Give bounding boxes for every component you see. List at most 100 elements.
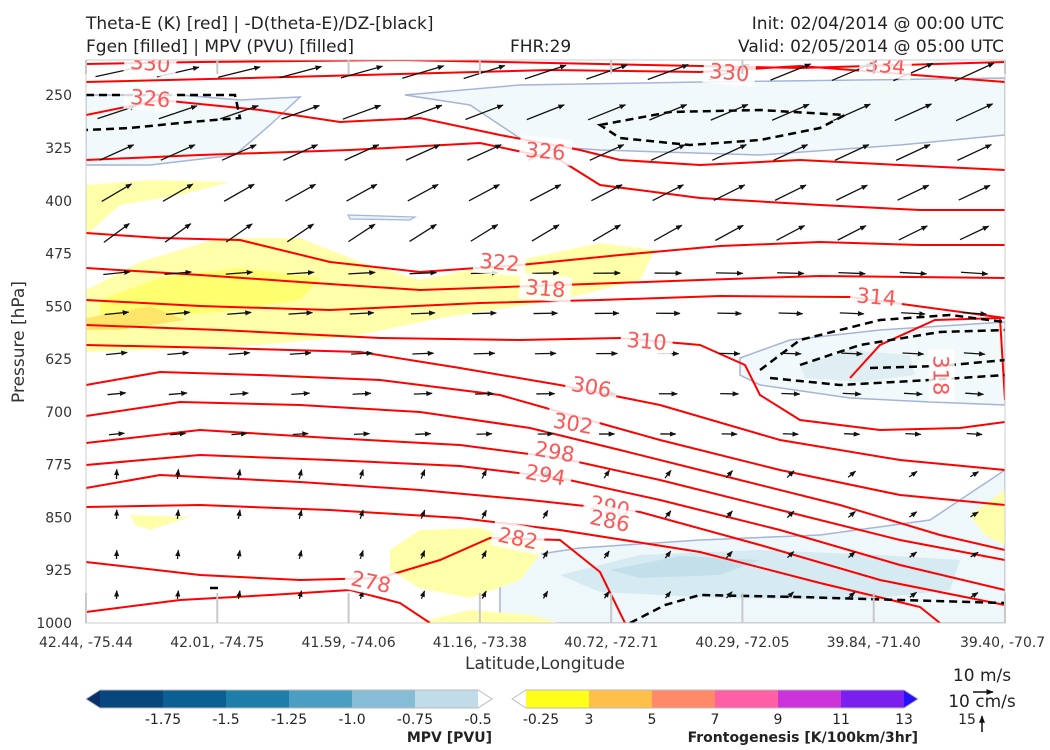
chart-title-line1: Theta-E (K) [red] | -D(theta-E)/DZ-[blac… — [86, 14, 434, 34]
wind-vector — [715, 224, 744, 242]
wind-vector — [349, 310, 375, 316]
wind-vector — [106, 350, 128, 356]
y-tick-label: 925 — [45, 563, 72, 579]
wind-vector — [353, 431, 371, 437]
wind-vector — [466, 144, 502, 161]
colorbar-extend-high — [478, 690, 492, 708]
wind-vector — [836, 184, 868, 201]
wind-vector — [108, 431, 125, 437]
y-tick-label: 325 — [45, 141, 72, 157]
x-axis-label: Latitude,Longitude — [465, 654, 625, 674]
wind-vector — [289, 350, 312, 356]
theta-e-line — [86, 294, 1005, 319]
colorbar-tick-label: 9 — [774, 712, 783, 728]
colorbar-segment — [841, 690, 905, 708]
y-tick-label: 700 — [45, 405, 72, 421]
wind-vector — [481, 590, 487, 599]
wind-vector — [847, 470, 857, 478]
wind-vector — [909, 591, 917, 598]
wind-vector — [649, 103, 688, 121]
wind-vectors — [95, 62, 995, 600]
wind-vector — [170, 431, 187, 437]
colorbar-segment — [589, 690, 653, 708]
wind-vector — [970, 551, 979, 558]
wind-vector — [725, 550, 733, 559]
wind-vector — [481, 509, 487, 519]
wind-vector — [909, 551, 918, 558]
theta-e-line — [86, 344, 1005, 471]
wind-vector — [158, 105, 198, 120]
vector-key: 10 m/s 10 cm/s — [948, 666, 1016, 732]
wind-vector — [542, 550, 549, 559]
wind-vector — [542, 590, 549, 599]
wind-vector — [344, 144, 380, 161]
wind-vector — [529, 184, 562, 202]
colorbar-tick-label: -1.75 — [145, 712, 181, 728]
y-tick-label: 475 — [45, 247, 72, 263]
contour-label-bg — [849, 280, 904, 312]
y-tick-label: 250 — [45, 88, 72, 104]
wind-vector — [726, 591, 733, 599]
wind-vector — [228, 350, 251, 356]
wind-vector — [848, 551, 856, 558]
colorbar-tick-label: 11 — [832, 712, 850, 728]
wind-vector — [99, 144, 135, 161]
wind-vector — [167, 350, 190, 356]
contour-label-bg — [619, 325, 674, 356]
wind-vector — [165, 310, 191, 316]
wind-vector — [348, 270, 376, 276]
contour-label-bg — [928, 349, 955, 402]
wind-vector — [650, 144, 686, 161]
wind-vector — [779, 351, 802, 357]
colorbar-tick-label: -1.0 — [338, 712, 365, 728]
theta-e-line — [849, 316, 1005, 401]
wind-vector — [909, 511, 918, 518]
colorbar-tick-label: 13 — [895, 712, 913, 728]
theta-e-line — [86, 370, 1005, 506]
y-axis-label: Pressure [hPa] — [9, 281, 29, 403]
wind-vector — [841, 351, 864, 357]
wind-vector — [894, 103, 933, 122]
wind-vector — [103, 269, 131, 276]
theta-e-line — [86, 473, 1005, 606]
wind-vector — [781, 391, 801, 397]
colorbar-segment — [715, 690, 779, 708]
wind-vector — [774, 184, 807, 201]
colorbar-segment — [652, 690, 716, 708]
wind-vector — [969, 471, 979, 478]
wind-vector — [409, 223, 437, 242]
wind-vector — [342, 104, 382, 120]
colorbar-tick-label: -0.5 — [464, 712, 491, 728]
wind-vector — [777, 270, 805, 276]
x-tick-label: 40.29, -72.05 — [695, 635, 789, 651]
colorbar-segment — [226, 690, 290, 708]
x-tick-label: 42.01, -74.75 — [170, 635, 264, 651]
wind-vector — [897, 184, 930, 201]
wind-vector — [965, 391, 985, 397]
theta-e-line — [86, 536, 626, 623]
fgen-region-lower-left-edge — [420, 610, 560, 623]
dthetae-line — [596, 108, 850, 147]
wind-vector — [104, 310, 130, 316]
theta-e-contour-label: 326 — [129, 85, 171, 112]
wind-vector — [281, 104, 321, 120]
wind-vector — [297, 590, 303, 600]
colorbar-tick-label: 15 — [958, 712, 976, 728]
wind-vector — [297, 509, 303, 520]
contour-label-bg — [490, 519, 547, 556]
colorbar-segment — [163, 690, 227, 708]
wind-vector — [348, 223, 376, 243]
dthetae-line — [759, 313, 1005, 371]
wind-vector — [402, 65, 445, 79]
x-tick-label: 41.16, -73.38 — [433, 635, 527, 651]
wind-vector — [653, 224, 683, 242]
contour-label-bg — [563, 368, 620, 404]
theta-e-line — [86, 267, 1005, 292]
wind-vector — [481, 469, 487, 479]
wind-vector — [589, 144, 625, 161]
wind-vector — [908, 470, 918, 478]
wind-vector — [713, 184, 746, 202]
contour-label-bg — [518, 135, 573, 166]
fgen-region-upper-left — [86, 180, 230, 235]
